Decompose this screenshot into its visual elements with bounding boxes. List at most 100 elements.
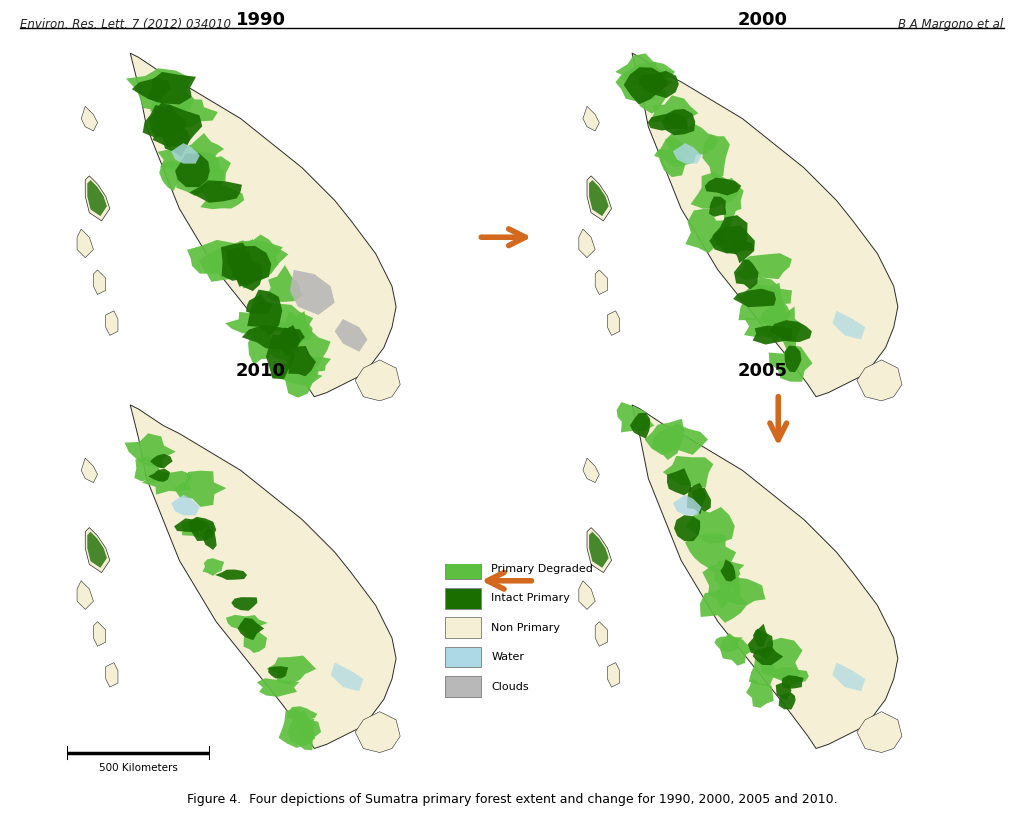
Polygon shape [227, 239, 261, 289]
Polygon shape [93, 622, 105, 646]
Polygon shape [583, 106, 599, 131]
Polygon shape [685, 534, 736, 569]
Polygon shape [615, 53, 675, 90]
Polygon shape [238, 618, 264, 640]
Polygon shape [231, 597, 257, 611]
Polygon shape [715, 636, 742, 652]
Polygon shape [748, 629, 773, 659]
Polygon shape [735, 254, 792, 281]
Polygon shape [772, 307, 803, 352]
Polygon shape [281, 311, 312, 348]
Polygon shape [355, 360, 400, 401]
Polygon shape [126, 68, 191, 110]
Polygon shape [713, 215, 748, 254]
Polygon shape [221, 243, 254, 281]
Polygon shape [595, 270, 607, 294]
Polygon shape [176, 153, 215, 196]
Polygon shape [189, 180, 242, 203]
Text: 1990: 1990 [237, 11, 286, 29]
Polygon shape [288, 711, 322, 750]
Polygon shape [248, 320, 276, 365]
Polygon shape [289, 346, 316, 376]
Polygon shape [93, 270, 105, 294]
Polygon shape [666, 124, 720, 159]
Polygon shape [732, 240, 755, 263]
Polygon shape [163, 121, 190, 157]
Polygon shape [87, 532, 106, 568]
Text: Clouds: Clouds [492, 681, 529, 692]
Polygon shape [595, 622, 607, 646]
Polygon shape [741, 284, 793, 308]
Polygon shape [738, 283, 786, 330]
Polygon shape [132, 78, 171, 102]
Polygon shape [141, 470, 194, 495]
Polygon shape [587, 176, 611, 221]
Polygon shape [290, 270, 335, 315]
Text: 2005: 2005 [738, 362, 787, 380]
Polygon shape [833, 663, 865, 691]
Polygon shape [639, 87, 666, 114]
Polygon shape [130, 405, 396, 748]
Polygon shape [287, 706, 317, 722]
Polygon shape [105, 663, 118, 687]
Polygon shape [269, 363, 323, 386]
Polygon shape [702, 134, 730, 178]
Polygon shape [175, 154, 210, 187]
Polygon shape [266, 265, 302, 302]
Bar [445, 676, 481, 697]
Polygon shape [147, 72, 196, 105]
Polygon shape [187, 240, 249, 275]
Polygon shape [201, 185, 245, 209]
Polygon shape [761, 301, 791, 333]
Text: 2010: 2010 [237, 362, 286, 380]
Polygon shape [232, 261, 262, 291]
Polygon shape [247, 290, 283, 335]
Polygon shape [188, 517, 216, 541]
Polygon shape [242, 325, 305, 349]
Polygon shape [710, 226, 755, 254]
Bar [445, 618, 481, 638]
Polygon shape [692, 488, 711, 512]
Polygon shape [199, 240, 256, 282]
Polygon shape [87, 180, 106, 216]
Text: Non Primary: Non Primary [492, 622, 560, 633]
Polygon shape [174, 519, 208, 533]
Polygon shape [203, 528, 217, 550]
Polygon shape [720, 633, 756, 666]
Polygon shape [753, 647, 783, 665]
Text: 2000: 2000 [738, 11, 787, 29]
Text: Intact Primary: Intact Primary [492, 593, 570, 604]
Polygon shape [266, 655, 316, 685]
Polygon shape [709, 196, 726, 217]
Polygon shape [734, 259, 759, 290]
Text: Primary Degraded: Primary Degraded [492, 564, 593, 574]
Polygon shape [279, 325, 301, 354]
Polygon shape [857, 712, 902, 753]
Polygon shape [648, 113, 687, 131]
Polygon shape [589, 180, 608, 216]
Polygon shape [134, 456, 162, 483]
Polygon shape [654, 147, 696, 168]
Polygon shape [335, 319, 368, 352]
Polygon shape [702, 563, 741, 609]
Polygon shape [189, 160, 224, 202]
Polygon shape [215, 569, 247, 580]
Polygon shape [226, 246, 271, 286]
Polygon shape [674, 515, 700, 542]
Polygon shape [632, 405, 898, 748]
Polygon shape [159, 161, 187, 191]
Polygon shape [583, 458, 599, 483]
Polygon shape [700, 585, 748, 622]
Polygon shape [85, 528, 110, 573]
Polygon shape [81, 106, 97, 131]
Polygon shape [733, 289, 776, 308]
Bar [445, 559, 481, 579]
Polygon shape [753, 623, 768, 647]
Polygon shape [268, 666, 288, 678]
Polygon shape [158, 146, 220, 177]
Text: B A Margono et al: B A Margono et al [898, 18, 1004, 31]
Polygon shape [180, 133, 224, 165]
Polygon shape [589, 532, 608, 568]
Polygon shape [142, 105, 187, 138]
Polygon shape [616, 402, 654, 433]
